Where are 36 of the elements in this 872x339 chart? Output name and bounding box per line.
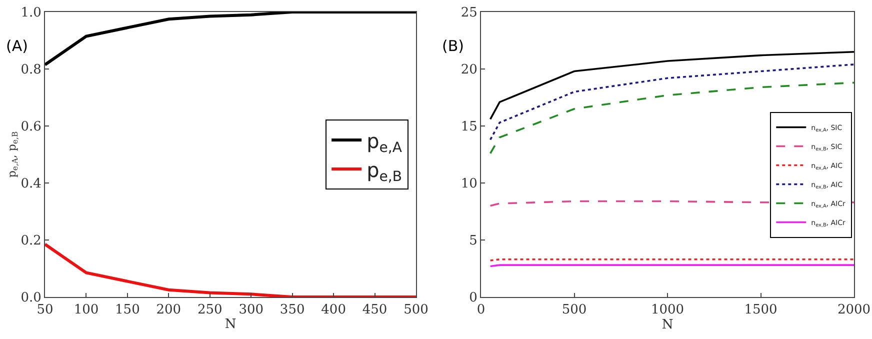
y-tick-label: 1.0 bbox=[20, 6, 42, 21]
y-tick-label: 0.2 bbox=[20, 234, 42, 249]
text: (B) bbox=[442, 37, 464, 55]
line-series bbox=[489, 64, 854, 141]
y-tick-label: 25 bbox=[460, 6, 478, 21]
x-tick-label: 1500 bbox=[744, 302, 778, 318]
legend-label: p$_{e,A}$ bbox=[366, 128, 402, 156]
x-tick-label: 500 bbox=[562, 302, 587, 318]
y-tick-label: 0.6 bbox=[20, 120, 42, 135]
x-tick-label: 300 bbox=[238, 302, 264, 318]
y-tick-label: 20 bbox=[460, 62, 478, 78]
y-tick-label: 5 bbox=[469, 234, 478, 249]
x-tick-label: 200 bbox=[156, 302, 182, 318]
line-series bbox=[45, 242, 416, 297]
line-series bbox=[45, 12, 416, 66]
x-tick-label: 250 bbox=[197, 302, 222, 318]
x-tick-label: 100 bbox=[74, 302, 99, 318]
x-axis-title: N bbox=[662, 318, 674, 333]
line-series bbox=[489, 51, 854, 120]
y-tick-label: 0 bbox=[469, 290, 478, 306]
x-tick-label: 150 bbox=[115, 302, 140, 318]
x-tick-label: 350 bbox=[280, 302, 305, 318]
x-tick-label: 500 bbox=[404, 302, 428, 318]
x-axis-title: N bbox=[224, 317, 236, 332]
x-tick-label: 50 bbox=[36, 302, 54, 318]
x-tick-label: 1000 bbox=[650, 302, 684, 318]
text: (A) bbox=[6, 37, 28, 55]
y-tick-label: 0.8 bbox=[20, 62, 42, 78]
x-tick-label: 450 bbox=[362, 302, 388, 318]
x-tick-label: 400 bbox=[321, 302, 346, 318]
x-tick-label: 2000 bbox=[837, 302, 871, 318]
y-tick-label: 10 bbox=[460, 176, 478, 192]
y-tick-label: 15 bbox=[460, 120, 478, 135]
line-series bbox=[489, 82, 854, 154]
legend-label: p$_{e,B}$ bbox=[366, 158, 402, 185]
y-tick-label: 0.4 bbox=[20, 176, 42, 192]
